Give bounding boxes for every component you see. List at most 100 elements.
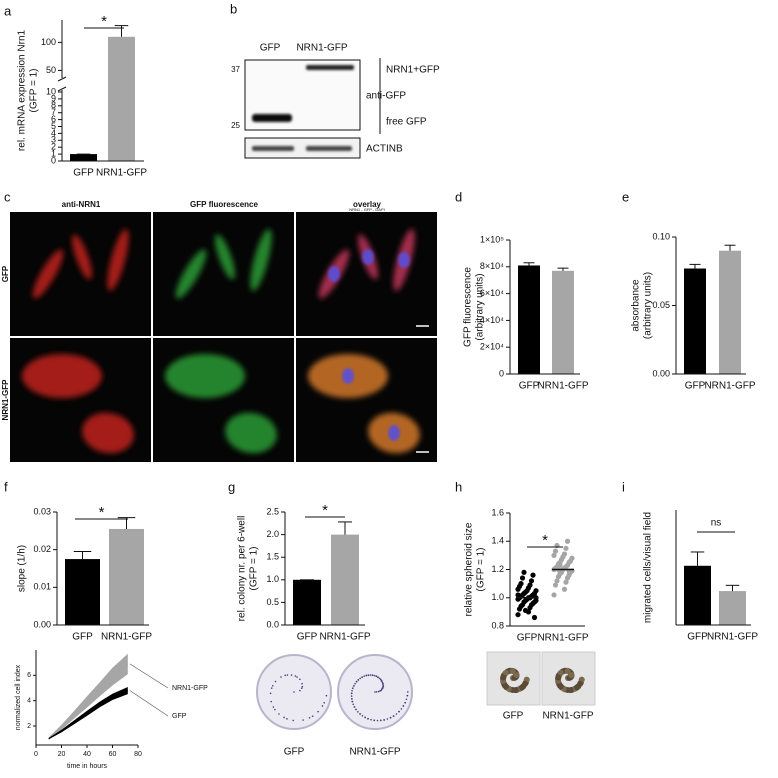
overlay-note: NRN1 - GFP - DAPI	[349, 207, 385, 212]
nucleus	[398, 252, 410, 268]
axis-break	[57, 76, 67, 82]
colony	[395, 713, 398, 715]
panel-label: b	[230, 1, 237, 16]
bar	[108, 36, 135, 161]
y-tick-label: 5	[51, 121, 56, 131]
x-tick-label: NRN1-GFP	[707, 632, 758, 643]
dot	[515, 592, 521, 598]
marker-label: 25	[231, 121, 240, 130]
significance-label: *	[322, 502, 328, 519]
colony	[357, 711, 359, 713]
y-tick-label: 100	[41, 37, 56, 47]
y-tick-label: 6×10⁴	[480, 288, 504, 298]
spheroid	[557, 683, 564, 690]
y-tick-label: 10	[46, 86, 56, 96]
colony	[299, 678, 301, 681]
y-tick-label: 8×10⁴	[480, 261, 504, 271]
colony	[367, 674, 370, 677]
colony	[405, 698, 408, 701]
y-tick-label: 0.8	[491, 620, 504, 630]
y-tick-label: 0.03	[33, 506, 51, 516]
row-label: NRN1-GFP	[1, 379, 10, 421]
cell	[22, 354, 102, 398]
image-label: NRN1-GFP	[349, 747, 400, 758]
colony	[301, 682, 303, 685]
colony	[355, 708, 357, 711]
panel-label: c	[4, 189, 11, 204]
colony	[296, 676, 298, 678]
column-heading: overlay	[353, 200, 382, 209]
dot	[563, 545, 569, 551]
colony	[302, 719, 304, 721]
colony	[379, 690, 381, 692]
cell	[107, 229, 129, 291]
nucleus	[388, 425, 400, 441]
y-axis-label: rel. colony nr. per 6-well	[237, 516, 248, 622]
spheroid	[557, 669, 564, 676]
y-tick-label: 1.0	[491, 592, 504, 602]
colony	[293, 691, 295, 693]
x-tick-label: NRN1-GFP	[96, 168, 147, 179]
dot	[515, 612, 521, 618]
legend-label: GFP	[172, 713, 187, 720]
y-axis-label: (arbitrary units)	[475, 273, 486, 340]
dot	[551, 552, 557, 558]
axis-break	[57, 86, 67, 92]
x-tick-label: GFP	[297, 632, 318, 643]
cell	[165, 354, 245, 398]
spheroid	[513, 672, 520, 679]
dot	[518, 581, 524, 587]
y-tick-label: 50	[46, 65, 56, 75]
y-axis-label: (GFP = 1)	[476, 548, 487, 592]
y-axis-label: GFP fluorescence	[463, 267, 474, 347]
x-tick-label: NRN1-GFP	[101, 632, 152, 643]
cell	[250, 229, 272, 291]
colony	[381, 681, 384, 684]
blot-band	[306, 146, 352, 151]
y-tick-label: 2	[51, 142, 56, 152]
y-axis-label: migrated cells/visual field	[643, 512, 654, 623]
panel-label: a	[4, 3, 12, 18]
x-axis-label: time in hours	[67, 763, 108, 770]
y-tick-label: 9	[51, 93, 56, 103]
bar	[684, 565, 711, 625]
colony	[378, 677, 381, 680]
spheroid	[519, 684, 526, 691]
nucleus	[342, 368, 354, 384]
colony	[377, 690, 380, 693]
x-tick-label: 0	[34, 751, 38, 758]
panel-label: f	[4, 479, 8, 494]
y-tick-label: 4	[27, 698, 31, 705]
colony	[283, 716, 285, 719]
y-tick-label: 2.0	[266, 529, 279, 539]
colony	[323, 701, 326, 704]
colony	[284, 674, 287, 677]
colony	[351, 700, 354, 703]
colony	[274, 680, 277, 683]
y-axis-label: (GFP = 1)	[249, 547, 260, 591]
colony	[374, 691, 376, 693]
colony	[375, 691, 378, 693]
colony	[278, 713, 280, 715]
spheroid	[500, 674, 507, 681]
x-tick-label: 20	[58, 751, 66, 758]
y-axis-label: relative spheroid size	[464, 522, 475, 616]
x-tick-label: 40	[83, 751, 91, 758]
significance-label: *	[542, 532, 548, 549]
lane-label: GFP	[260, 43, 281, 54]
colony	[270, 700, 273, 703]
spheroid	[512, 687, 519, 694]
y-tick-label: 3	[51, 135, 56, 145]
cell	[175, 249, 207, 299]
cell	[215, 234, 235, 280]
colony	[353, 706, 356, 708]
bar	[552, 270, 574, 374]
colony	[404, 701, 406, 704]
x-tick-label: NRN1-GFP	[319, 632, 370, 643]
colony	[363, 675, 365, 677]
blot-frame	[244, 137, 361, 159]
colony	[361, 676, 363, 679]
legend-leader	[129, 663, 169, 689]
colony	[286, 718, 288, 720]
